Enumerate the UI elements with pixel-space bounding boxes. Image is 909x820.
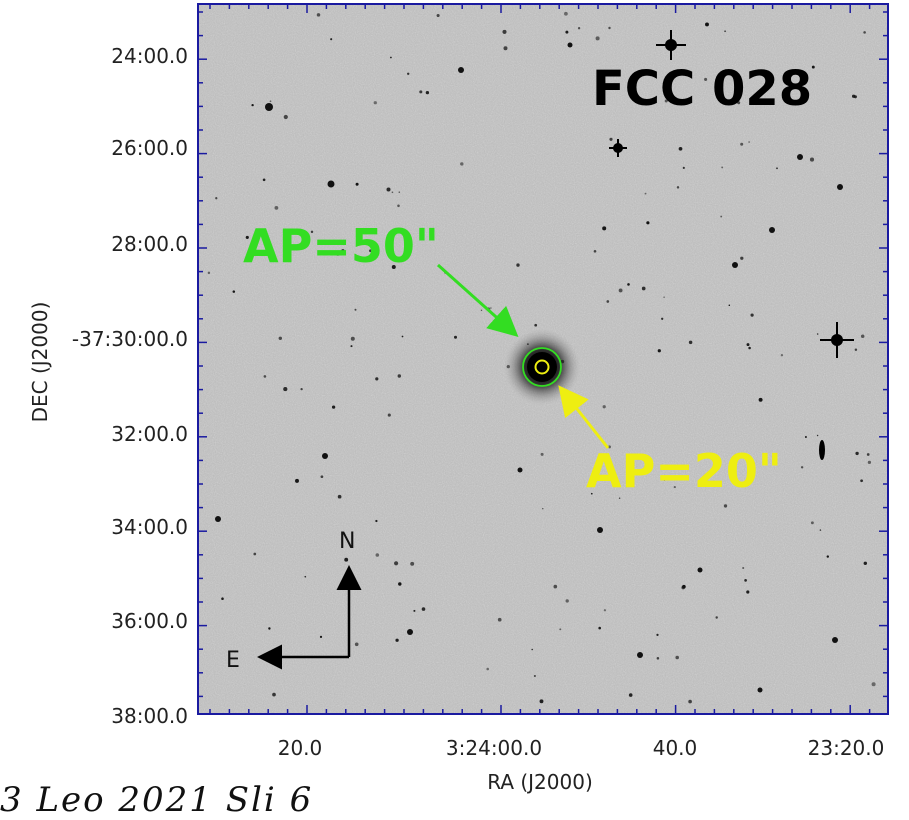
y-tick-label: 34:00.0 (111, 515, 188, 539)
aperture-50-label: AP=50" (243, 219, 439, 273)
compass-north-label: N (339, 529, 355, 554)
x-tick-label: 3:24:00.0 (445, 736, 543, 760)
x-axis-label: RA (J2000) (487, 770, 593, 794)
frame-ticks (198, 4, 888, 714)
caption-fragment: 3 Leo 2021 Sli 6 (0, 780, 314, 820)
object-title: FCC 028 (592, 61, 812, 117)
aperture-50-arrow (436, 263, 519, 338)
star-field (207, 11, 876, 704)
star-upper-mid (609, 139, 627, 157)
x-tick-label: 23:20.0 (807, 736, 885, 760)
y-tick-label: 24:00.0 (111, 44, 188, 68)
aperture-20-arrow (558, 385, 610, 449)
y-axis-label: DEC (J2000) (28, 301, 52, 423)
y-tick-label: 26:00.0 (111, 136, 188, 160)
y-tick-label: 38:00.0 (111, 704, 188, 728)
y-tick-label: 36:00.0 (111, 609, 188, 633)
aperture-50-circle (522, 347, 562, 387)
y-tick-label: 32:00.0 (111, 422, 188, 446)
bright-star-right (820, 322, 854, 358)
plot-frame (197, 3, 889, 715)
compass-east-label: E (226, 648, 240, 673)
x-tick-label: 20.0 (277, 736, 323, 760)
bright-star-top (656, 30, 686, 60)
elongated-star (819, 440, 825, 460)
aperture-20-circle (534, 359, 550, 375)
x-tick-label: 40.0 (652, 736, 698, 760)
y-tick-label: -37:30:00.0 (71, 327, 188, 351)
galaxy-core (527, 352, 557, 382)
y-tick-label: 28:00.0 (111, 232, 188, 256)
aperture-20-label: AP=20" (586, 444, 782, 498)
